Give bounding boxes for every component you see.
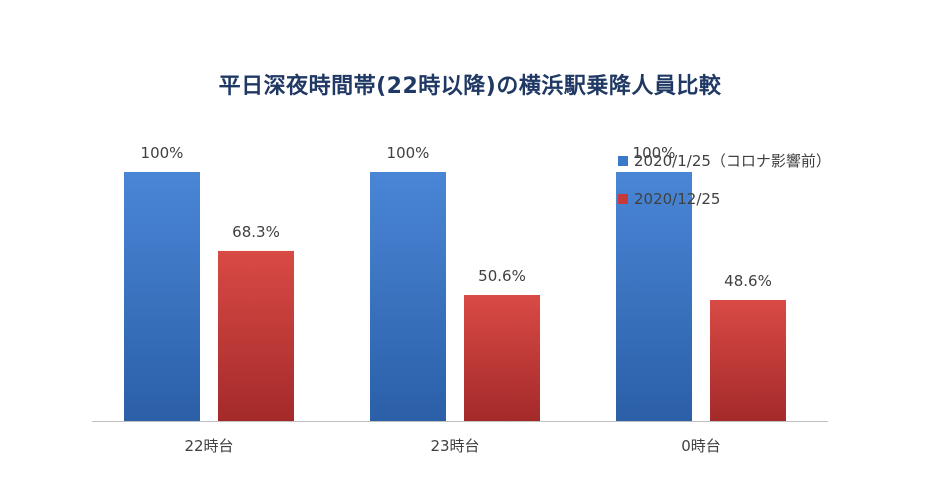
bar-before-0: [124, 172, 200, 421]
data-label: 50.6%: [478, 267, 526, 285]
bar-before-2: [616, 172, 692, 421]
bar-after-2: [710, 299, 786, 421]
bar-after-0: [218, 250, 294, 421]
data-label: 100%: [387, 144, 430, 162]
legend-label: 2020/1/25（コロナ影響前）: [634, 152, 831, 170]
legend-swatch: [618, 156, 628, 166]
bar-after-1: [464, 295, 540, 421]
x-tick-label: 23時台: [430, 437, 479, 455]
x-tick-label: 22時台: [184, 437, 233, 455]
data-label: 100%: [141, 144, 184, 162]
x-tick-label: 0時台: [681, 437, 721, 455]
data-label: 48.6%: [724, 272, 772, 290]
data-label: 68.3%: [232, 223, 280, 241]
bar-before-1: [370, 172, 446, 421]
chart-title: 平日深夜時間帯(22時以降)の横浜駅乗降人員比較: [218, 74, 722, 99]
legend-label: 2020/12/25: [634, 190, 720, 208]
data-label: 100%: [633, 144, 676, 162]
legend-swatch: [618, 194, 628, 204]
